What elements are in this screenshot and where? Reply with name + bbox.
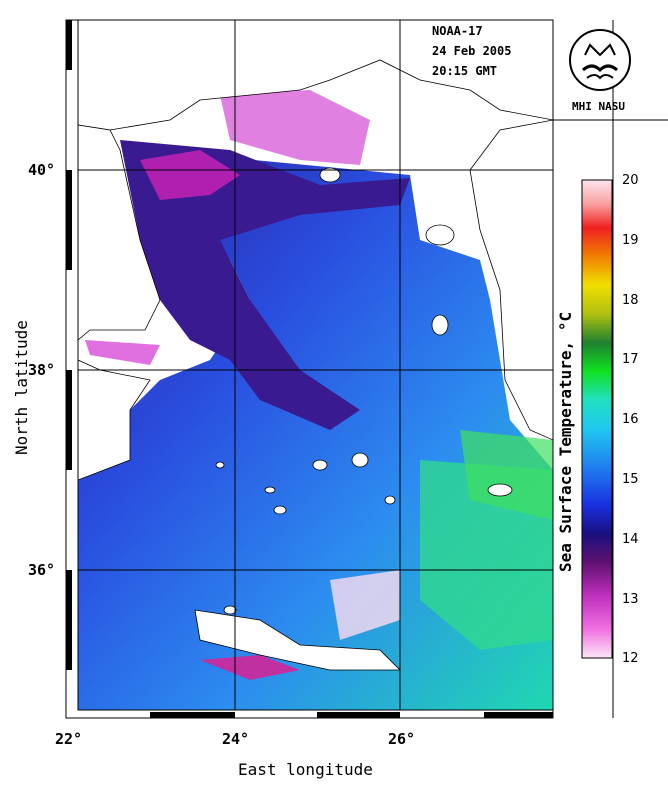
x-tick-24: 24° [222,730,250,748]
latitude-scale-bar [66,20,72,670]
cb-tick-12: 12 [622,651,639,666]
cb-tick-18: 18 [622,293,639,308]
island-lemnos [319,167,341,183]
island-small-1 [264,486,276,494]
island-milos [273,505,287,515]
cb-tick-15: 15 [622,472,639,487]
y-tick-38: 38° [28,361,56,379]
cold-water-gulf [120,140,410,430]
land-north [78,20,553,131]
cloud-patch [330,570,400,640]
west-inlet [85,340,160,365]
x-tick-26: 26° [388,730,416,748]
y-tick-40: 40° [28,161,56,179]
land-west [78,124,161,341]
cold-water-north [220,90,370,165]
island-small-3 [384,495,396,505]
island-small-4 [223,605,237,615]
island-andros [312,459,328,471]
land-east [469,119,553,441]
y-tick-36: 36° [28,561,56,579]
crete-north-warm [200,655,300,680]
island-naxos [351,452,369,468]
sea-surface-map [78,20,553,710]
cb-tick-20: 20 [622,173,639,188]
mhi-logo-icon [569,29,631,91]
island-chios [431,314,449,336]
satellite-label: NOAA-17 [432,24,483,38]
cb-tick-17: 17 [622,352,639,367]
y-axis-title: North latitude [12,320,31,455]
colorbar-title: Sea Surface Temperature, °C [556,311,575,572]
graticule [78,20,553,710]
colorbar [581,179,613,659]
x-axis-title: East longitude [238,760,373,779]
logo-text: MHI NASU [572,100,625,113]
warm-east [460,430,553,520]
cb-tick-14: 14 [622,532,639,547]
cb-tick-13: 13 [622,592,639,607]
cb-tick-19: 19 [622,233,639,248]
magenta-fringe [140,150,240,200]
island-lesvos [425,224,455,246]
cb-tick-16: 16 [622,412,639,427]
island-small-2 [215,461,225,469]
longitude-scale-bar [150,712,553,718]
island-rhodes [487,483,513,497]
date-label: 24 Feb 2005 [432,44,512,58]
time-label: 20:15 GMT [432,64,498,78]
x-tick-22: 22° [55,730,83,748]
